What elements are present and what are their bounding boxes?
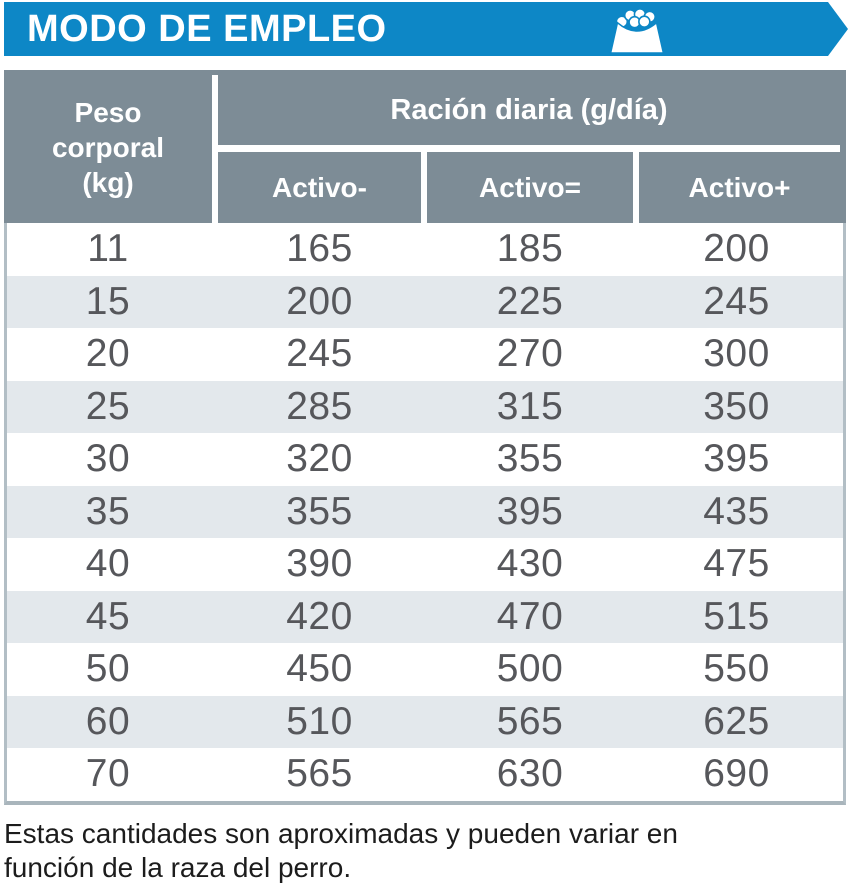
cell-weight: 11 — [87, 227, 129, 271]
cell-activo-minus: 285 — [286, 384, 353, 428]
cell-activo-equal: 630 — [496, 752, 564, 796]
table-row: 40 390 430 475 — [7, 538, 843, 591]
cell-activo-plus: 690 — [703, 752, 770, 796]
table-row: 25 285 315 350 — [7, 380, 843, 433]
cell-weight: 35 — [85, 489, 131, 533]
feeding-table: Peso corporal (kg) Ración diaria (g/día)… — [4, 70, 846, 805]
column-header-activo-equal: Activo= — [427, 152, 633, 223]
page-title: MODO DE EMPLEO — [27, 7, 387, 50]
cell-activo-equal: 565 — [496, 699, 564, 743]
dog-food-bowl-icon — [605, 7, 669, 54]
cell-activo-minus: 510 — [286, 699, 353, 743]
table-row: 15 200 225 245 — [7, 275, 843, 328]
table-row: 20 245 270 300 — [7, 328, 843, 381]
cell-activo-plus: 625 — [703, 699, 770, 743]
cell-activo-equal: 270 — [496, 332, 564, 376]
cell-weight: 50 — [85, 647, 131, 691]
cell-activo-equal: 355 — [496, 437, 564, 481]
cell-activo-minus: 565 — [286, 752, 353, 796]
cell-activo-minus: 450 — [286, 647, 353, 691]
cell-activo-equal: 470 — [496, 594, 564, 638]
cell-activo-minus: 355 — [286, 489, 353, 533]
table-row: 35 355 395 435 — [7, 485, 843, 538]
cell-activo-minus: 165 — [286, 227, 353, 271]
cell-activo-plus: 435 — [703, 489, 770, 533]
cell-weight: 60 — [85, 699, 131, 743]
cell-activo-equal: 185 — [496, 227, 564, 271]
cell-activo-minus: 245 — [286, 332, 353, 376]
weight-header-line: Peso — [74, 97, 142, 128]
cell-weight: 15 — [85, 279, 131, 323]
cell-activo-equal: 395 — [496, 489, 564, 533]
table-header: Peso corporal (kg) Ración diaria (g/día)… — [4, 70, 846, 223]
weight-column-header: Peso corporal (kg) — [4, 70, 212, 223]
cell-weight: 30 — [85, 437, 131, 481]
header-top-strip — [212, 70, 846, 75]
cell-activo-plus: 350 — [703, 384, 770, 428]
cell-activo-plus: 515 — [703, 594, 770, 638]
cell-activo-plus: 395 — [703, 437, 770, 481]
table-row: 50 450 500 550 — [7, 643, 843, 696]
table-body: 11 165 185 200 15 200 225 245 20 245 270 300 25 285 31… — [4, 223, 846, 805]
cell-activo-equal: 225 — [496, 279, 564, 323]
table-row: 30 320 355 395 — [7, 433, 843, 486]
cell-activo-plus: 245 — [703, 279, 770, 323]
cell-activo-plus: 200 — [703, 227, 770, 271]
cell-weight: 45 — [85, 594, 131, 638]
cell-activo-minus: 320 — [286, 437, 353, 481]
cell-activo-equal: 430 — [496, 542, 564, 586]
weight-header-line: corporal — [51, 132, 165, 163]
ration-header: Ración diaria (g/día) — [218, 75, 840, 145]
cell-weight: 70 — [85, 752, 131, 796]
column-header-activo-minus: Activo- — [218, 152, 421, 223]
cell-activo-plus: 475 — [703, 542, 770, 586]
column-header-activo-plus: Activo+ — [639, 152, 840, 223]
cell-activo-minus: 200 — [286, 279, 353, 323]
table-row: 45 420 470 515 — [7, 590, 843, 643]
cell-weight: 20 — [85, 332, 131, 376]
cell-activo-equal: 500 — [496, 647, 564, 691]
table-row: 60 510 565 625 — [7, 695, 843, 748]
cell-weight: 40 — [85, 542, 131, 586]
header-right-strip — [840, 70, 846, 223]
weight-header-line: (kg) — [82, 167, 134, 198]
table-row: 70 565 630 690 — [7, 748, 843, 801]
cell-activo-plus: 550 — [703, 647, 770, 691]
cell-activo-minus: 390 — [286, 542, 353, 586]
cell-activo-plus: 300 — [703, 332, 770, 376]
footnote: Estas cantidades son aproximadas y puede… — [4, 818, 678, 883]
cell-activo-equal: 315 — [496, 384, 564, 428]
cell-activo-minus: 420 — [286, 594, 353, 638]
table-row: 11 165 185 200 — [7, 223, 843, 276]
title-bar: MODO DE EMPLEO — [4, 2, 848, 56]
cell-weight: 25 — [85, 384, 131, 428]
